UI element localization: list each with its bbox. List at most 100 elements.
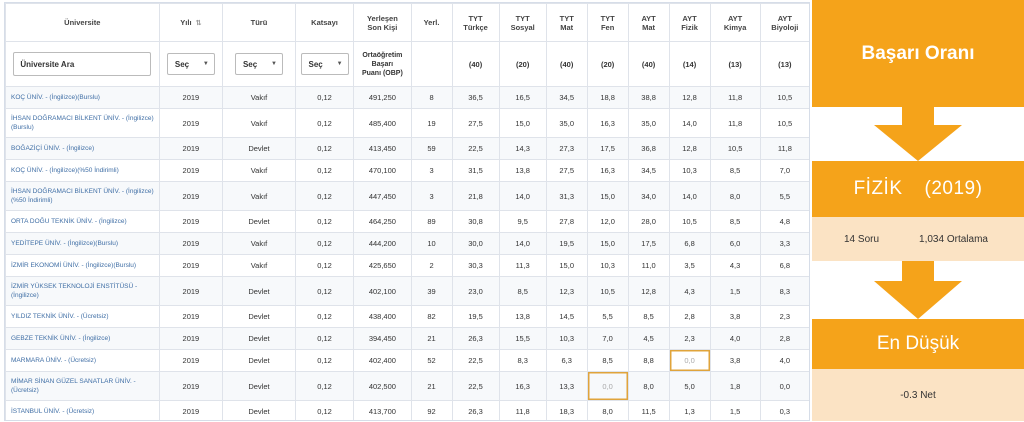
table-row[interactable]: KOÇ ÜNİV. - (İngilizce)(Burslu) 2019 Vakıf…: [5, 86, 809, 109]
year-cell: 2019: [158, 181, 224, 211]
university-link[interactable]: GEBZE TEKNİK ÜNİV. - (İngilizce): [5, 327, 160, 350]
university-link[interactable]: İZMİR YÜKSEK TEKNOLOJİ ENSTİTÜSÜ - (İngi…: [5, 276, 160, 306]
university-link[interactable]: İHSAN DOĞRAMACI BİLKENT ÜNİV. - (İngiliz…: [5, 181, 160, 211]
lowest-value: -0.3 Net: [812, 369, 1024, 421]
net-cell: 15,5: [498, 327, 547, 350]
last-score-cell: 438,400: [353, 305, 412, 328]
net-cell: 4,0: [709, 327, 761, 350]
last-score-cell: 464,250: [353, 210, 412, 233]
coefficient-cell: 0,12: [294, 108, 355, 138]
year-cell: 2019: [158, 349, 224, 372]
type-select[interactable]: Seç ▼: [234, 53, 283, 75]
university-link[interactable]: İSTANBUL ÜNİV. - (Ücretsiz): [5, 400, 160, 420]
col-ayt-biyoloji[interactable]: AYT Biyoloji: [759, 3, 809, 42]
net-cell: 19,5: [545, 232, 588, 255]
table-row[interactable]: YILDIZ TEKNİK ÜNİV. - (Ücretsiz) 2019 Devl…: [5, 305, 809, 328]
table-row[interactable]: İZMİR EKONOMİ ÜNİV. - (İngilizce)(Burslu…: [5, 254, 809, 277]
col-ayt-fizik[interactable]: AYT Fizik: [668, 3, 711, 42]
table-row[interactable]: İZMİR YÜKSEK TEKNOLOJİ ENSTİTÜSÜ - (İngi…: [5, 276, 809, 306]
coefficient-cell: 0,12: [294, 327, 355, 350]
col-tyt-fen[interactable]: TYT Fen: [586, 3, 629, 42]
lowest-title: En Düşük: [812, 319, 1024, 369]
table-row[interactable]: GEBZE TEKNİK ÜNİV. - (İngilizce) 2019 Devl…: [5, 327, 809, 350]
filter-yili: Seç ▼: [158, 41, 224, 87]
net-cell: 6,8: [759, 254, 809, 277]
col-turu[interactable]: Türü: [222, 3, 296, 42]
type-cell: Devlet: [222, 305, 296, 328]
placed-count-cell: 19: [410, 108, 453, 138]
net-cell: 22,5: [451, 371, 500, 401]
net-cell: 30,0: [451, 232, 500, 255]
year-cell: 2019: [158, 327, 224, 350]
university-link[interactable]: MARMARA ÜNİV. - (Ücretsiz): [5, 349, 160, 372]
col-tyt-sosyal[interactable]: TYT Sosyal: [498, 3, 547, 42]
net-cell: 31,5: [451, 159, 500, 182]
net-cell: 13,3: [545, 371, 588, 401]
net-cell: 13,8: [498, 305, 547, 328]
placed-count-cell: 8: [410, 86, 453, 109]
question-count: (40): [627, 41, 670, 87]
year-select[interactable]: Seç ▼: [166, 53, 215, 75]
col-yerl[interactable]: Yerl.: [410, 3, 453, 42]
placed-count-cell: 89: [410, 210, 453, 233]
col-ayt-kimya[interactable]: AYT Kimya: [709, 3, 761, 42]
col-tyt-mat[interactable]: TYT Mat: [545, 3, 588, 42]
type-cell: Devlet: [222, 276, 296, 306]
coefficient-cell: 0,12: [294, 371, 355, 401]
table-row[interactable]: MİMAR SİNAN GÜZEL SANATLAR ÜNİV. - (Ücre…: [5, 371, 809, 401]
filter-turu: Seç ▼: [222, 41, 296, 87]
net-cell: 19,5: [451, 305, 500, 328]
col-yili[interactable]: Yılı ⇅: [158, 3, 224, 42]
col-ayt-mat[interactable]: AYT Mat: [627, 3, 670, 42]
net-cell: 27,8: [545, 210, 588, 233]
results-table: Üniversite Yılı ⇅ Türü Katsayı Yerleşen So…: [5, 3, 809, 420]
last-score-cell: 413,450: [353, 137, 412, 160]
net-cell: 8,3: [498, 349, 547, 372]
net-cell: 30,8: [451, 210, 500, 233]
university-link[interactable]: BOĞAZİÇİ ÜNİV. - (İngilizce): [5, 137, 160, 160]
net-cell: 36,5: [451, 86, 500, 109]
question-count: (20): [498, 41, 547, 87]
table-row[interactable]: İSTANBUL ÜNİV. - (Ücretsiz) 2019 Devlet 0,1…: [5, 400, 809, 420]
col-universite[interactable]: Üniversite: [5, 3, 160, 42]
table-row[interactable]: ORTA DOĞU TEKNİK ÜNİV. - (İngilizce) 2019…: [5, 210, 809, 233]
university-link[interactable]: MİMAR SİNAN GÜZEL SANATLAR ÜNİV. - (Ücre…: [5, 371, 160, 401]
net-cell: 1,5: [709, 276, 761, 306]
coefficient-select[interactable]: Seç ▼: [300, 53, 349, 75]
university-link[interactable]: İHSAN DOĞRAMACI BİLKENT ÜNİV. - (İngiliz…: [5, 108, 160, 138]
table-row[interactable]: KOÇ ÜNİV. - (İngilizce)(%50 İndirimli) 20…: [5, 159, 809, 182]
university-link[interactable]: YEDİTEPE ÜNİV. - (İngilizce)(Burslu): [5, 232, 160, 255]
net-cell: 35,0: [545, 108, 588, 138]
sort-icon[interactable]: ⇅: [195, 19, 202, 27]
net-cell: 8,0: [627, 371, 670, 401]
net-cell: 10,3: [668, 159, 711, 182]
last-score-cell: 394,450: [353, 327, 412, 350]
year-cell: 2019: [158, 137, 224, 160]
university-link[interactable]: ORTA DOĞU TEKNİK ÜNİV. - (İngilizce): [5, 210, 160, 233]
col-tyt-turkce[interactable]: TYT Türkçe: [451, 3, 500, 42]
question-count: (14): [668, 41, 711, 87]
table-row[interactable]: İHSAN DOĞRAMACI BİLKENT ÜNİV. - (İngiliz…: [5, 181, 809, 211]
net-cell: 14,0: [498, 232, 547, 255]
type-cell: Devlet: [222, 400, 296, 420]
university-search-input[interactable]: Üniversite Ara: [13, 52, 152, 76]
net-cell: 2,3: [759, 305, 809, 328]
university-link[interactable]: YILDIZ TEKNİK ÜNİV. - (Ücretsiz): [5, 305, 160, 328]
placed-count-cell: 21: [410, 327, 453, 350]
table-row[interactable]: BOĞAZİÇİ ÜNİV. - (İngilizce) 2019 Devlet 0,…: [5, 137, 809, 160]
table-row[interactable]: MARMARA ÜNİV. - (Ücretsiz) 2019 Devlet 0,12…: [5, 349, 809, 372]
table-row[interactable]: YEDİTEPE ÜNİV. - (İngilizce)(Burslu) 2019…: [5, 232, 809, 255]
net-cell: 18,3: [545, 400, 588, 420]
table-row[interactable]: İHSAN DOĞRAMACI BİLKENT ÜNİV. - (İngiliz…: [5, 108, 809, 138]
university-link[interactable]: KOÇ ÜNİV. - (İngilizce)(%50 İndirimli): [5, 159, 160, 182]
university-link[interactable]: KOÇ ÜNİV. - (İngilizce)(Burslu): [5, 86, 160, 109]
net-cell: 8,5: [586, 349, 629, 372]
net-cell: 27,5: [545, 159, 588, 182]
net-cell: 8,5: [498, 276, 547, 306]
coefficient-cell: 0,12: [294, 86, 355, 109]
university-link[interactable]: İZMİR EKONOMİ ÜNİV. - (İngilizce)(Burslu…: [5, 254, 160, 277]
col-katsayi[interactable]: Katsayı: [294, 3, 355, 42]
col-yerlesen[interactable]: Yerleşen Son Kişi: [353, 3, 412, 42]
net-cell: 26,3: [451, 400, 500, 420]
net-cell: 0,0: [759, 371, 809, 401]
